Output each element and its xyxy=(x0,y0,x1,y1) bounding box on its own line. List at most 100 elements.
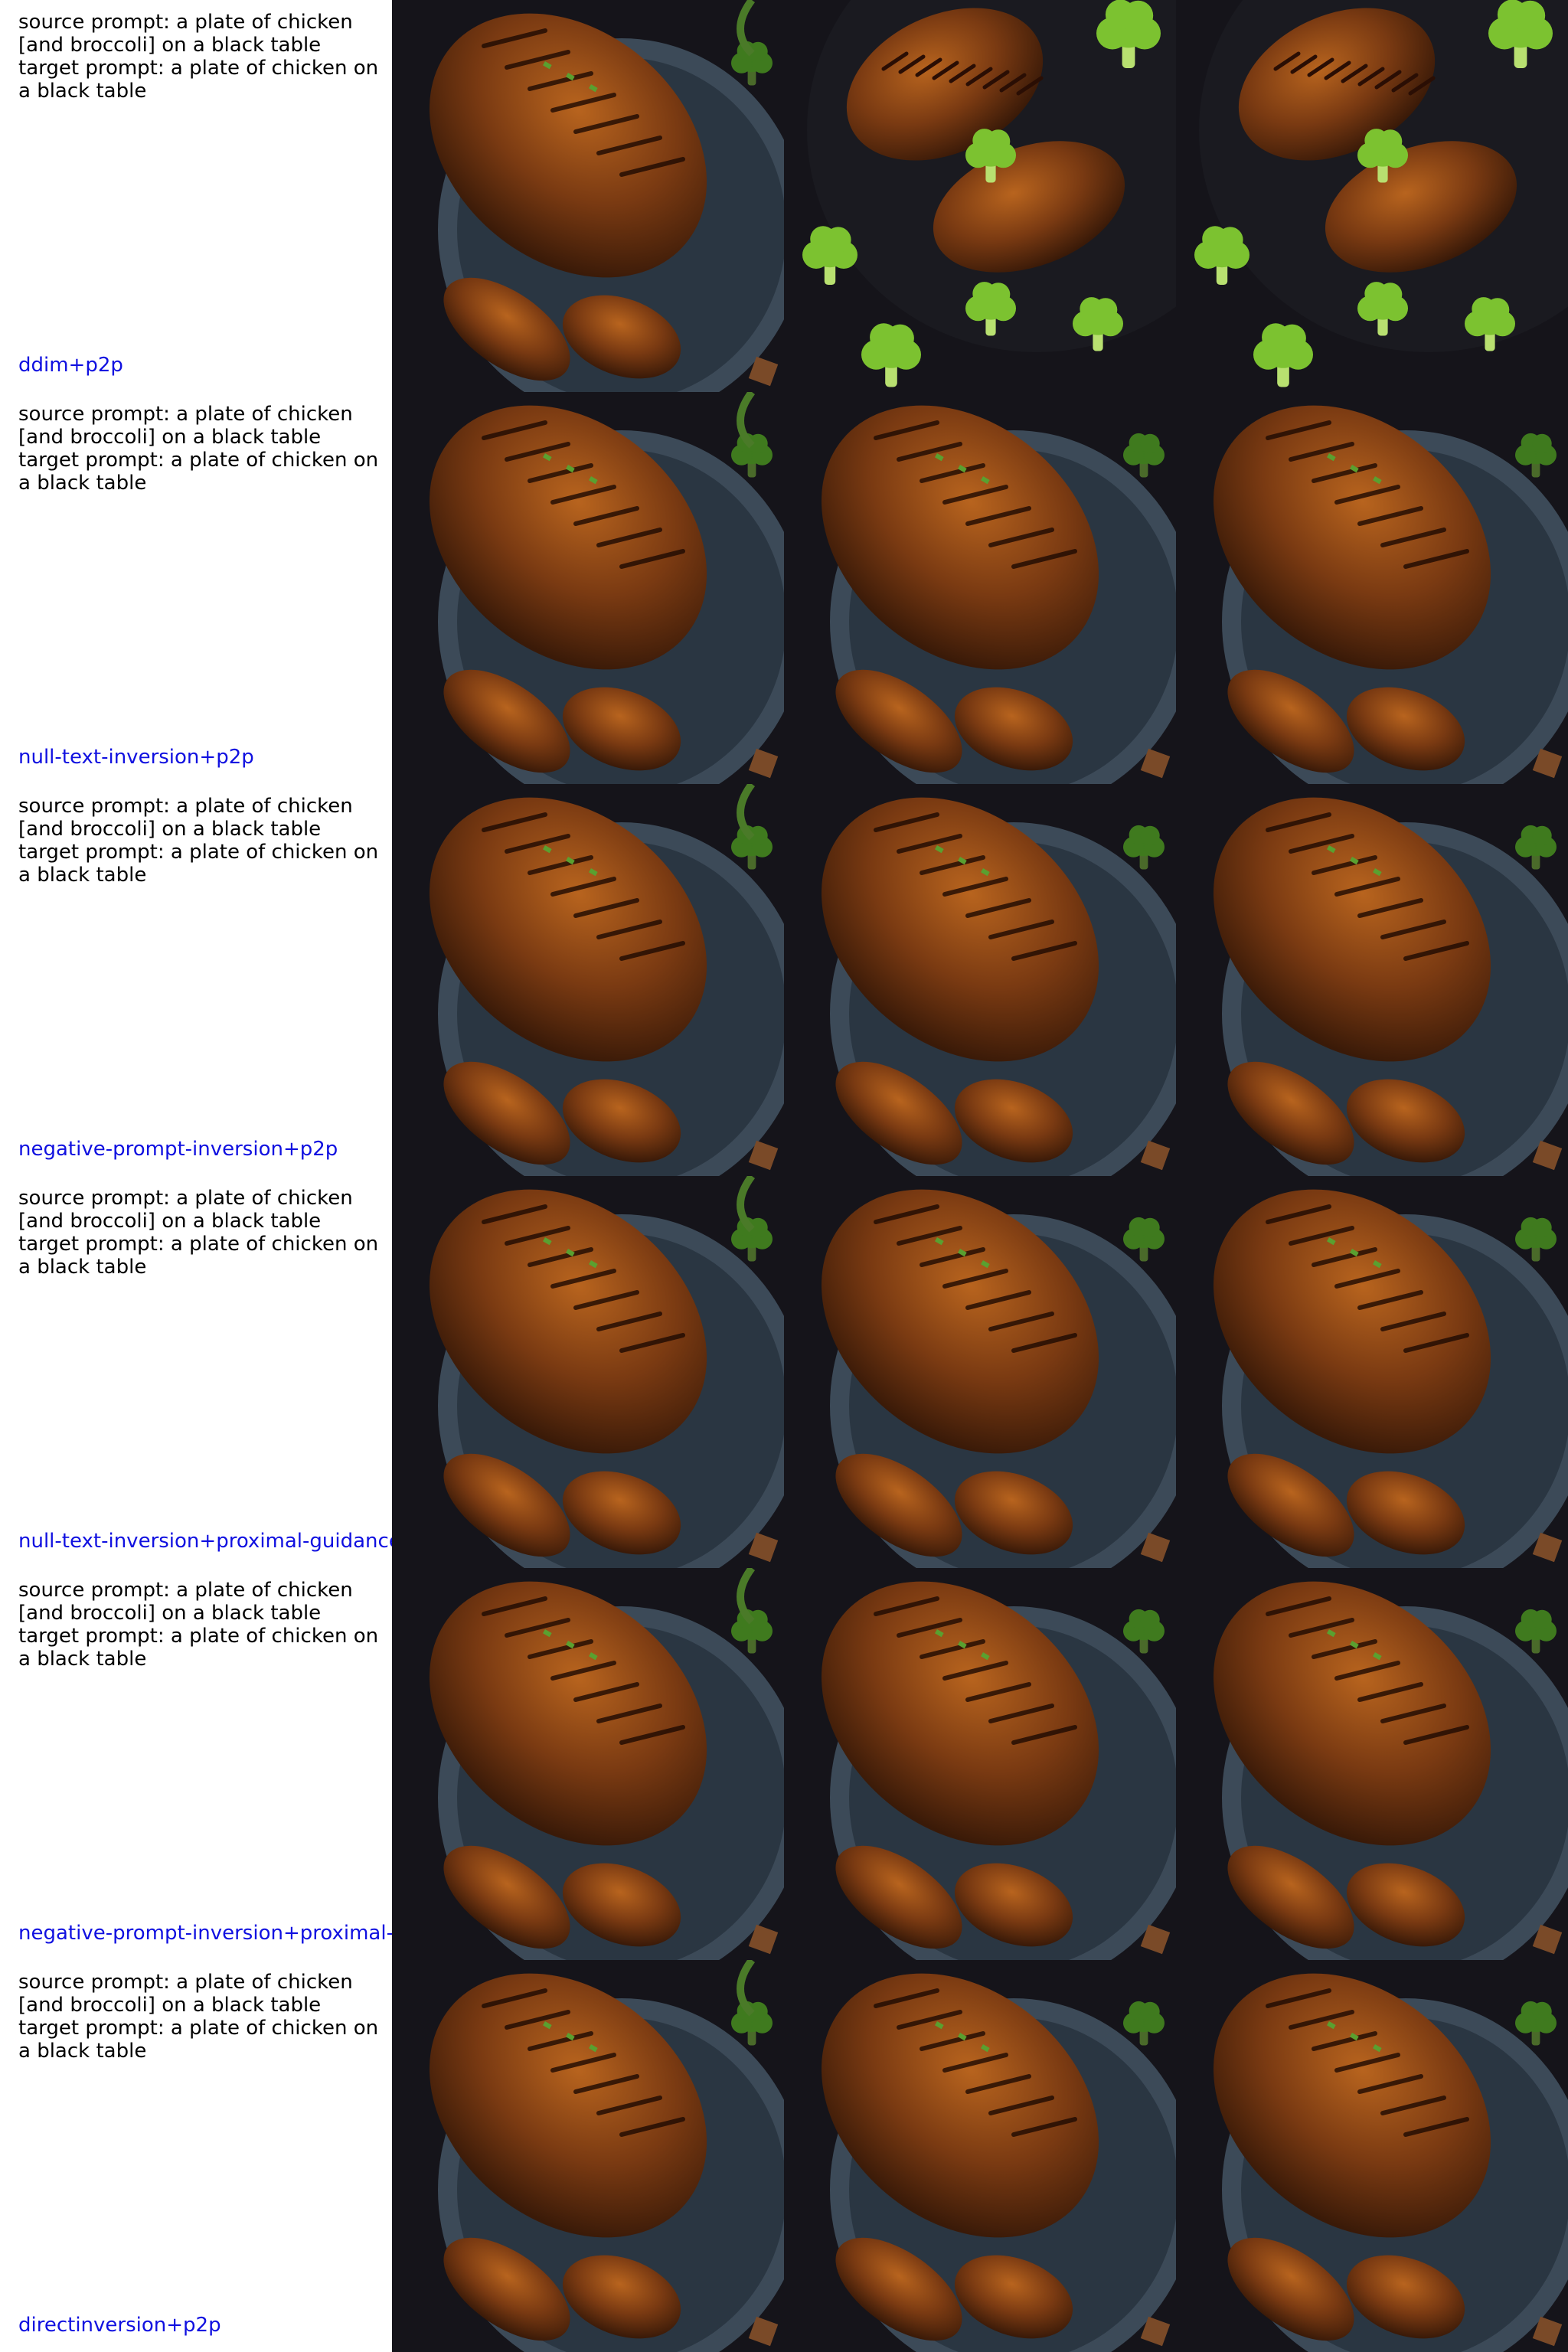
method-label: negative-prompt-inversion+proximal-g xyxy=(18,1922,392,1945)
broccoli-floret xyxy=(731,1217,773,1262)
roast-chicken-photo xyxy=(784,392,1176,784)
chicken-piece xyxy=(443,2237,570,2341)
row-label-cell: source prompt: a plate of chicken [and b… xyxy=(0,1176,392,1568)
comparison-row: source prompt: a plate of chicken [and b… xyxy=(0,1568,1568,1960)
target-prompt: target prompt: a plate of chicken on a b… xyxy=(18,449,379,495)
roast-chicken-photo xyxy=(1176,392,1568,784)
chicken-piece xyxy=(562,1471,681,1555)
broccoli-floret xyxy=(1515,1609,1557,1654)
chicken-piece xyxy=(1227,1845,1354,1949)
grilled-chicken-with-broccoli-photo xyxy=(784,0,1176,392)
roast-chicken-photo xyxy=(1176,1568,1568,1960)
chicken-piece xyxy=(443,1061,570,1165)
broccoli-floret xyxy=(1123,1609,1165,1654)
roast-chicken-photo xyxy=(1176,1960,1568,2352)
comparison-row: source prompt: a plate of chicken [and b… xyxy=(0,392,1568,784)
source-prompt: source prompt: a plate of chicken [and b… xyxy=(18,1971,353,2017)
chicken-piece xyxy=(562,1863,681,1947)
broccoli-floret xyxy=(1123,825,1165,870)
comparison-row: source prompt: a plate of chicken [and b… xyxy=(0,0,1568,392)
chicken-and-broccoli-photo xyxy=(392,0,784,392)
chicken-piece xyxy=(1213,1581,1491,1846)
prompt-text: source prompt: a plate of chicken [and b… xyxy=(18,1971,390,2063)
broccoli-floret xyxy=(1123,1217,1165,1262)
chicken-piece xyxy=(429,1581,707,1846)
chicken-piece xyxy=(443,1453,570,1557)
prompt-text: source prompt: a plate of chicken [and b… xyxy=(18,1579,390,1671)
chicken-piece xyxy=(1213,1189,1491,1454)
chicken-and-broccoli-photo xyxy=(392,392,784,784)
target-prompt: target prompt: a plate of chicken on a b… xyxy=(18,841,379,887)
row-label-cell: source prompt: a plate of chicken [and b… xyxy=(0,1960,392,2352)
roast-chicken-photo xyxy=(1176,784,1568,1176)
chicken-piece xyxy=(821,797,1099,1062)
broccoli-floret xyxy=(1253,323,1313,387)
chicken-and-broccoli-photo xyxy=(392,784,784,1176)
chicken-piece xyxy=(835,669,962,773)
broccoli-floret xyxy=(1515,1217,1557,1262)
chicken-piece xyxy=(1213,797,1491,1062)
source-prompt: source prompt: a plate of chicken [and b… xyxy=(18,1187,353,1233)
chicken-piece xyxy=(429,405,707,670)
chicken-piece xyxy=(562,2255,681,2339)
chicken-piece xyxy=(954,687,1073,771)
roast-chicken-photo xyxy=(784,1960,1176,2352)
chicken-and-broccoli-photo xyxy=(392,1960,784,2352)
source-prompt: source prompt: a plate of chicken [and b… xyxy=(18,1579,353,1625)
target-prompt: target prompt: a plate of chicken on a b… xyxy=(18,2017,379,2063)
broccoli-floret xyxy=(1488,0,1553,68)
broccoli-floret xyxy=(1123,433,1165,478)
chicken-piece xyxy=(835,2237,962,2341)
chicken-piece xyxy=(562,1079,681,1163)
roast-chicken-photo xyxy=(784,1176,1176,1568)
broccoli-floret xyxy=(1515,2001,1557,2046)
broccoli-floret xyxy=(965,282,1016,336)
chicken-piece xyxy=(1346,1471,1465,1555)
chicken-piece xyxy=(1227,2237,1354,2341)
chicken-piece xyxy=(562,687,681,771)
comparison-row: source prompt: a plate of chicken [and b… xyxy=(0,1960,1568,2352)
chicken-piece xyxy=(954,2255,1073,2339)
broccoli-floret xyxy=(965,129,1016,183)
prompt-text: source prompt: a plate of chicken [and b… xyxy=(18,795,390,887)
broccoli-floret xyxy=(1465,297,1515,351)
row-label-cell: source prompt: a plate of chicken [and b… xyxy=(0,784,392,1176)
prompt-text: source prompt: a plate of chicken [and b… xyxy=(18,1187,390,1279)
broccoli-floret xyxy=(1123,2001,1165,2046)
grilled-chicken-with-broccoli-photo xyxy=(1176,0,1568,392)
method-label: ddim+p2p xyxy=(18,354,123,377)
chicken-piece xyxy=(954,1079,1073,1163)
chicken-piece xyxy=(429,797,707,1062)
broccoli-floret xyxy=(1194,226,1250,285)
chicken-piece xyxy=(443,669,570,773)
chicken-piece xyxy=(443,277,570,381)
roast-chicken-photo xyxy=(784,1568,1176,1960)
method-label: directinversion+p2p xyxy=(18,2314,221,2337)
broccoli-floret xyxy=(731,825,773,870)
broccoli-floret xyxy=(1096,0,1161,68)
prompt-text: source prompt: a plate of chicken [and b… xyxy=(18,11,390,103)
chicken-piece xyxy=(835,1453,962,1557)
chicken-piece xyxy=(835,1061,962,1165)
chicken-piece xyxy=(429,1189,707,1454)
broccoli-floret xyxy=(861,323,921,387)
chicken-piece xyxy=(821,1581,1099,1846)
roast-chicken-photo xyxy=(1176,1176,1568,1568)
row-label-cell: source prompt: a plate of chicken [and b… xyxy=(0,1568,392,1960)
source-prompt: source prompt: a plate of chicken [and b… xyxy=(18,403,353,449)
chicken-piece xyxy=(821,405,1099,670)
chicken-piece xyxy=(835,1845,962,1949)
row-label-cell: source prompt: a plate of chicken [and b… xyxy=(0,392,392,784)
broccoli-floret xyxy=(1073,297,1123,351)
chicken-piece xyxy=(1238,8,1436,161)
target-prompt: target prompt: a plate of chicken on a b… xyxy=(18,57,379,103)
chicken-piece xyxy=(1213,405,1491,670)
broccoli-floret xyxy=(802,226,858,285)
chicken-piece xyxy=(1346,687,1465,771)
chicken-piece xyxy=(429,1973,707,2238)
chicken-piece xyxy=(933,141,1125,273)
chicken-piece xyxy=(1213,1973,1491,2238)
chicken-piece xyxy=(1227,669,1354,773)
chicken-and-broccoli-photo xyxy=(392,1176,784,1568)
prompt-text: source prompt: a plate of chicken [and b… xyxy=(18,403,390,495)
